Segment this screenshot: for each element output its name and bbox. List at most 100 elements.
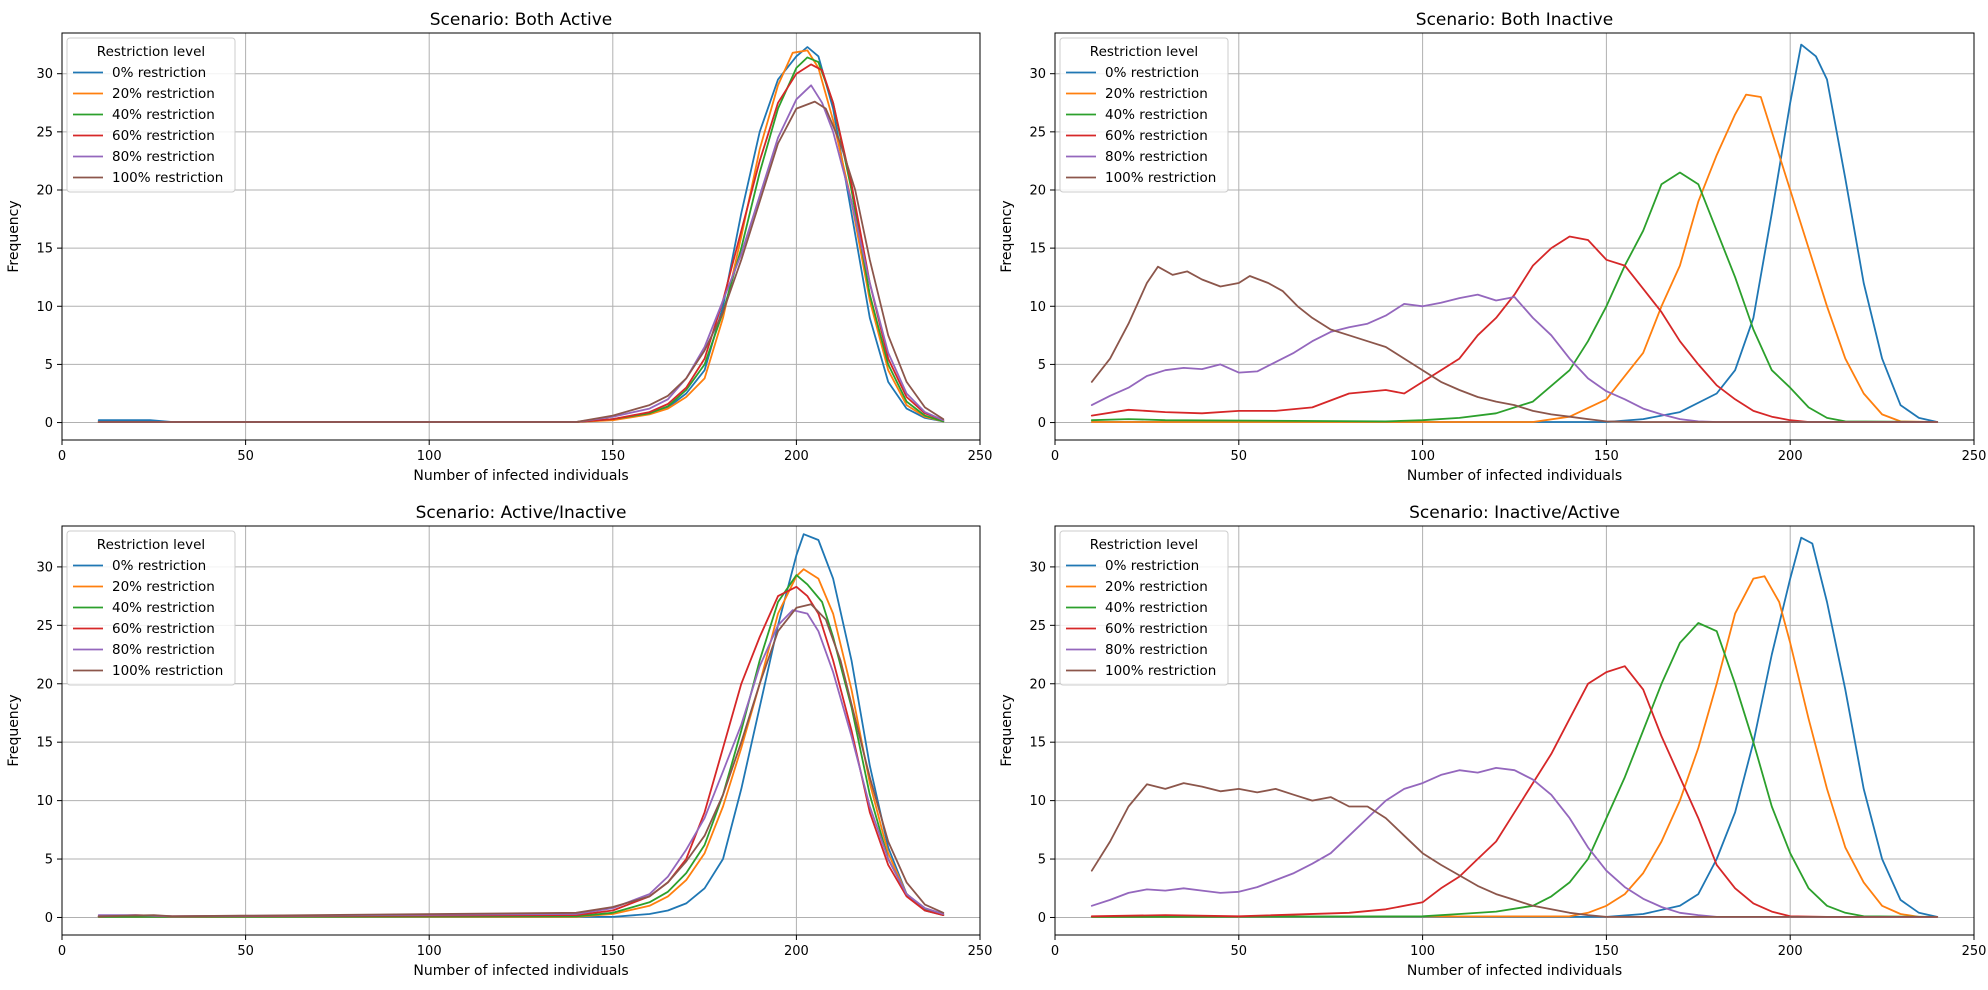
y-tick-label: 0 bbox=[1038, 911, 1046, 926]
legend-label-0-restriction: 0% restriction bbox=[112, 65, 206, 81]
series-line-80-restriction bbox=[97, 84, 945, 423]
x-tick-label: 50 bbox=[1231, 449, 1248, 464]
legend-label-100-restriction: 100% restriction bbox=[1105, 663, 1216, 679]
y-tick-label: 10 bbox=[1029, 300, 1046, 315]
series-line-100-restriction bbox=[1090, 782, 1939, 918]
x-tick-label: 0 bbox=[1051, 449, 1059, 464]
y-axis-label: Frequency bbox=[999, 694, 1015, 766]
series-line-20-restriction bbox=[97, 568, 945, 918]
legend-label-20-restriction: 20% restriction bbox=[1105, 86, 1208, 102]
chart-title: Scenario: Active/Inactive bbox=[416, 503, 627, 523]
legend-label-40-restriction: 40% restriction bbox=[1105, 600, 1208, 616]
x-tick-label: 250 bbox=[968, 944, 993, 959]
x-tick-label: 150 bbox=[1594, 449, 1619, 464]
plot-frame bbox=[1054, 525, 1975, 936]
y-tick-label: 15 bbox=[36, 242, 53, 257]
x-tick-label: 200 bbox=[784, 944, 809, 959]
legend: Restriction level 0% restriction 20% restr… bbox=[1059, 530, 1229, 686]
x-tick-label: 250 bbox=[1962, 449, 1987, 464]
x-tick-label: 50 bbox=[237, 449, 254, 464]
legend-title: Restriction level bbox=[97, 44, 205, 60]
legend-label-100-restriction: 100% restriction bbox=[1105, 170, 1216, 186]
x-tick-label: 0 bbox=[1051, 944, 1059, 959]
subplot-active-inactive: 0 50 100 150 200 250 0 5 10 15 20 25 30 Scenario: Act… bbox=[6, 503, 992, 979]
legend-label-80-restriction: 80% restriction bbox=[112, 149, 215, 165]
series-line-0-restriction bbox=[1090, 43, 1939, 423]
plot-frame bbox=[1054, 32, 1975, 441]
legend-box bbox=[66, 37, 236, 193]
y-tick-label: 10 bbox=[1029, 794, 1046, 809]
legend-label-20-restriction: 20% restriction bbox=[1105, 579, 1208, 595]
y-tick-label: 25 bbox=[1029, 619, 1046, 634]
legend-label-60-restriction: 60% restriction bbox=[1105, 128, 1208, 144]
x-tick-label: 50 bbox=[1231, 944, 1248, 959]
legend: Restriction level 0% restriction 20% restr… bbox=[66, 530, 236, 686]
y-tick-label: 25 bbox=[1029, 125, 1046, 140]
x-tick-label: 250 bbox=[1962, 944, 1987, 959]
subplot-both-active: 0 50 100 150 200 250 0 5 10 15 20 25 30 Scenario: Bot… bbox=[6, 10, 992, 484]
x-axis-label: Number of infected individuals bbox=[413, 963, 628, 979]
x-tick-label: 250 bbox=[968, 449, 993, 464]
legend-box bbox=[66, 530, 236, 686]
legend-label-20-restriction: 20% restriction bbox=[112, 579, 215, 595]
x-tick-label: 200 bbox=[1778, 449, 1803, 464]
plot-frame bbox=[61, 525, 981, 936]
x-tick-label: 100 bbox=[417, 449, 442, 464]
y-tick-label: 30 bbox=[1029, 560, 1046, 575]
plot-frame bbox=[61, 32, 981, 441]
legend-label-80-restriction: 80% restriction bbox=[112, 642, 215, 658]
legend-label-40-restriction: 40% restriction bbox=[112, 107, 215, 123]
y-tick-label: 25 bbox=[36, 125, 53, 140]
series-line-80-restriction bbox=[97, 609, 945, 918]
series-line-40-restriction bbox=[1090, 171, 1939, 423]
x-axis-label: Number of infected individuals bbox=[413, 468, 628, 484]
y-tick-label: 20 bbox=[36, 183, 53, 198]
legend-title: Restriction level bbox=[97, 537, 205, 553]
x-tick-label: 150 bbox=[1594, 944, 1619, 959]
chart-title: Scenario: Both Inactive bbox=[1416, 10, 1613, 30]
series-line-60-restriction bbox=[97, 585, 945, 918]
subplot-inactive-active: 0 50 100 150 200 250 0 5 10 15 20 25 30 Scenario: Ina… bbox=[999, 503, 1986, 979]
series-line-100-restriction bbox=[97, 100, 945, 423]
legend-label-20-restriction: 20% restriction bbox=[112, 86, 215, 102]
legend: Restriction level 0% restriction 20% restr… bbox=[1059, 37, 1229, 193]
y-tick-label: 30 bbox=[36, 67, 53, 82]
y-tick-label: 0 bbox=[45, 416, 53, 431]
y-tick-label: 10 bbox=[36, 300, 53, 315]
x-tick-label: 200 bbox=[1778, 944, 1803, 959]
chart-title: Scenario: Inactive/Active bbox=[1409, 503, 1620, 523]
series-line-40-restriction bbox=[97, 56, 945, 423]
series-line-100-restriction bbox=[97, 603, 945, 918]
x-tick-label: 0 bbox=[58, 944, 66, 959]
series-line-20-restriction bbox=[97, 49, 945, 423]
y-tick-label: 0 bbox=[1038, 416, 1046, 431]
series-line-80-restriction bbox=[1090, 767, 1939, 918]
legend-label-40-restriction: 40% restriction bbox=[112, 600, 215, 616]
legend-box bbox=[1059, 530, 1229, 686]
series-line-20-restriction bbox=[1090, 575, 1939, 918]
y-tick-label: 15 bbox=[36, 736, 53, 751]
legend-label-60-restriction: 60% restriction bbox=[112, 621, 215, 637]
series-line-60-restriction bbox=[1090, 235, 1939, 423]
y-axis-label: Frequency bbox=[6, 200, 22, 272]
y-tick-label: 5 bbox=[1038, 853, 1046, 868]
legend-box bbox=[1059, 37, 1229, 193]
legend-label-100-restriction: 100% restriction bbox=[112, 663, 223, 679]
x-axis-label: Number of infected individuals bbox=[1407, 468, 1622, 484]
x-tick-label: 100 bbox=[1410, 449, 1435, 464]
y-tick-label: 30 bbox=[1029, 67, 1046, 82]
x-tick-label: 100 bbox=[417, 944, 442, 959]
y-tick-label: 30 bbox=[36, 560, 53, 575]
legend-title: Restriction level bbox=[1090, 537, 1198, 553]
y-tick-label: 20 bbox=[1029, 183, 1046, 198]
legend-label-40-restriction: 40% restriction bbox=[1105, 107, 1208, 123]
legend-label-0-restriction: 0% restriction bbox=[112, 558, 206, 574]
series-line-60-restriction bbox=[97, 63, 945, 423]
legend-label-0-restriction: 0% restriction bbox=[1105, 558, 1199, 574]
y-tick-label: 15 bbox=[1029, 736, 1046, 751]
series-line-100-restriction bbox=[1090, 265, 1939, 423]
legend-label-0-restriction: 0% restriction bbox=[1105, 65, 1199, 81]
series-line-40-restriction bbox=[97, 574, 945, 918]
y-tick-label: 15 bbox=[1029, 242, 1046, 257]
